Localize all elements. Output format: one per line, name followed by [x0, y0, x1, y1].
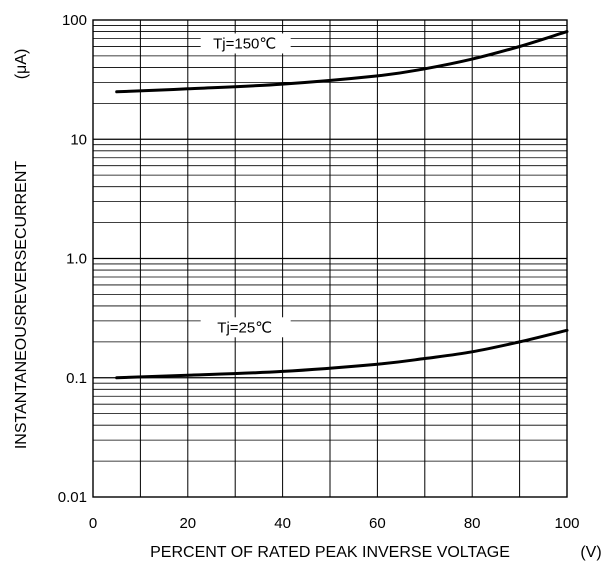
- x-tick-label: 0: [89, 515, 97, 532]
- y-tick-label: 100: [62, 12, 87, 29]
- y-tick-label: 10: [70, 131, 87, 148]
- minor-gridlines: [93, 20, 567, 497]
- x-tick-labels: 0 20 40 60 80 100: [89, 515, 580, 532]
- x-tick-label: 60: [369, 515, 386, 532]
- series-layer: Tj=150℃ Tj=25℃: [115, 30, 569, 380]
- y-tick-label: 1.0: [66, 251, 87, 268]
- series-line: [115, 328, 569, 380]
- x-tick-label: 100: [554, 515, 579, 532]
- major-gridlines: [93, 138, 567, 379]
- x-axis-unit: (V): [580, 544, 601, 561]
- series-label-background: [200, 317, 291, 338]
- y-tick-label: 0.1: [66, 370, 87, 387]
- y-tick-labels: 0.01 0.1 1.0 10 100: [58, 12, 87, 506]
- series-line: [115, 30, 569, 94]
- y-axis-label: INSTANTANEOUSREVERSECURRENT: [13, 161, 30, 450]
- y-axis-unit: (μA): [13, 49, 30, 80]
- y-tick-label: 0.01: [58, 489, 87, 506]
- plot-frame: [92, 19, 568, 498]
- x-tick-label: 80: [464, 515, 481, 532]
- series-label: Tj=150℃: [213, 35, 276, 52]
- x-tick-label: 20: [179, 515, 196, 532]
- x-tick-label: 40: [274, 515, 291, 532]
- series-label: Tj=25℃: [217, 319, 272, 336]
- series-label-background: [200, 33, 291, 54]
- x-axis-label: PERCENT OF RATED PEAK INVERSE VOLTAGE: [150, 544, 510, 561]
